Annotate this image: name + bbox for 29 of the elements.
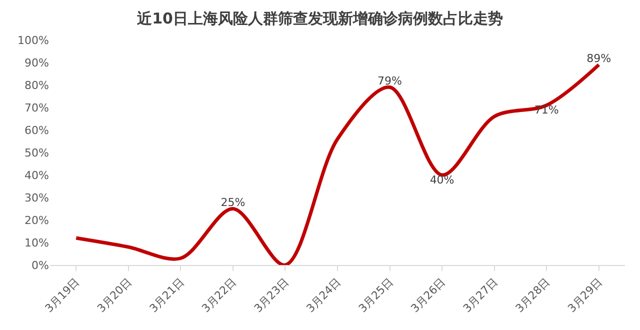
y-tick-label: 10%	[24, 236, 49, 250]
x-tick-label: 3月27日	[460, 276, 500, 316]
x-tick-label: 3月25日	[356, 276, 396, 316]
x-tick-label: 3月22日	[199, 276, 239, 316]
chart-title: 近10日上海风险人群筛查发现新增确诊病例数占比走势	[136, 10, 503, 28]
y-tick-label: 20%	[24, 214, 49, 227]
y-tick-label: 60%	[24, 124, 49, 137]
data-label: 25%	[220, 196, 246, 209]
y-tick-label: 80%	[24, 78, 49, 92]
data-label: 79%	[378, 74, 402, 88]
y-tick-label: 50%	[24, 146, 49, 160]
x-tick-label: 3月29日	[565, 276, 605, 316]
x-tick-label: 3月26日	[408, 276, 448, 316]
y-tick-label: 30%	[24, 191, 49, 204]
data-label: 40%	[430, 173, 454, 186]
x-tick-label: 3月28日	[513, 276, 553, 316]
y-tick-label: 0%	[32, 258, 49, 272]
data-label: 89%	[586, 52, 612, 65]
x-tick-label: 3月20日	[94, 276, 134, 316]
data-label: 71%	[534, 104, 559, 116]
y-tick-label: 40%	[24, 168, 49, 182]
x-tick-label: 3月21日	[147, 276, 187, 316]
x-tick-label: 3月23日	[252, 276, 292, 316]
y-tick-label: 70%	[24, 101, 49, 114]
y-tick-label: 90%	[24, 56, 49, 70]
y-tick-label: 100%	[18, 34, 49, 47]
x-tick-label: 3月24日	[304, 276, 344, 316]
line-series	[74, 63, 601, 265]
x-tick-label: 3月19日	[42, 276, 82, 316]
